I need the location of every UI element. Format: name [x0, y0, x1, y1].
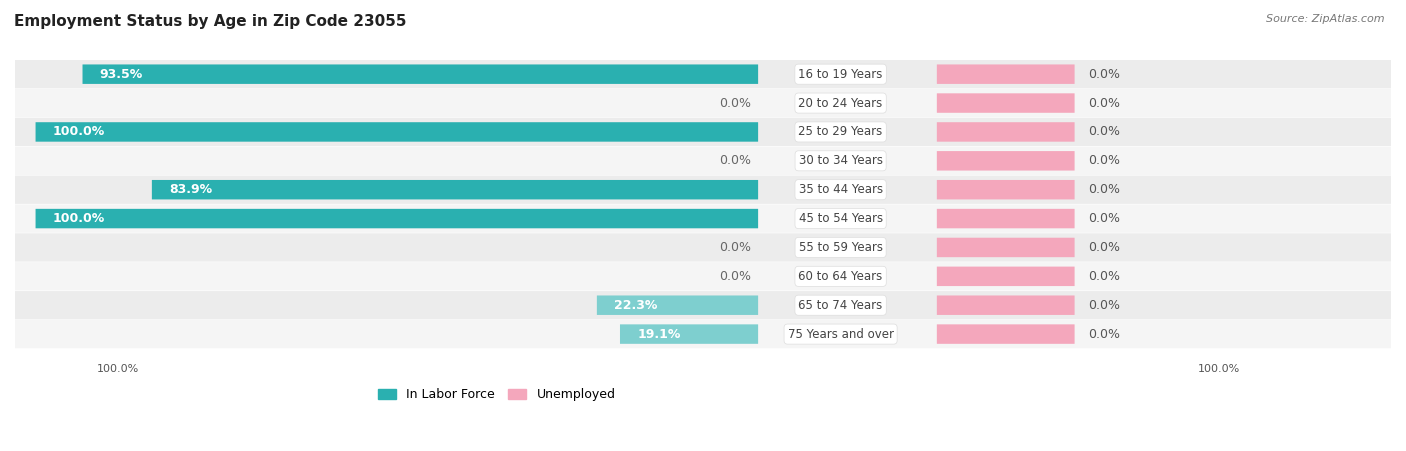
- Text: 22.3%: 22.3%: [614, 299, 658, 312]
- FancyBboxPatch shape: [15, 118, 1406, 146]
- FancyBboxPatch shape: [15, 233, 1406, 262]
- FancyBboxPatch shape: [35, 122, 758, 142]
- FancyBboxPatch shape: [15, 262, 1406, 290]
- Text: 0.0%: 0.0%: [1088, 299, 1121, 312]
- Text: 100.0%: 100.0%: [53, 125, 105, 138]
- Text: 0.0%: 0.0%: [1088, 241, 1121, 254]
- Text: 100.0%: 100.0%: [53, 212, 105, 225]
- Text: 0.0%: 0.0%: [1088, 97, 1121, 110]
- Text: 25 to 29 Years: 25 to 29 Years: [799, 125, 883, 138]
- Text: 60 to 64 Years: 60 to 64 Years: [799, 270, 883, 283]
- FancyBboxPatch shape: [15, 291, 1406, 319]
- Text: 55 to 59 Years: 55 to 59 Years: [799, 241, 883, 254]
- Text: 75 Years and over: 75 Years and over: [787, 327, 894, 341]
- FancyBboxPatch shape: [936, 238, 1074, 257]
- FancyBboxPatch shape: [936, 93, 1074, 113]
- FancyBboxPatch shape: [15, 147, 1406, 175]
- FancyBboxPatch shape: [936, 180, 1074, 199]
- Text: 0.0%: 0.0%: [718, 97, 751, 110]
- FancyBboxPatch shape: [15, 204, 1406, 233]
- Text: 0.0%: 0.0%: [1088, 125, 1121, 138]
- Text: 0.0%: 0.0%: [718, 241, 751, 254]
- Text: 0.0%: 0.0%: [1088, 68, 1121, 81]
- FancyBboxPatch shape: [15, 320, 1406, 348]
- Text: 0.0%: 0.0%: [1088, 183, 1121, 196]
- FancyBboxPatch shape: [15, 89, 1406, 117]
- FancyBboxPatch shape: [15, 175, 1406, 204]
- FancyBboxPatch shape: [936, 151, 1074, 170]
- FancyBboxPatch shape: [35, 209, 758, 228]
- Text: 20 to 24 Years: 20 to 24 Years: [799, 97, 883, 110]
- Text: 19.1%: 19.1%: [637, 327, 681, 341]
- Text: 0.0%: 0.0%: [1088, 154, 1121, 167]
- Text: 45 to 54 Years: 45 to 54 Years: [799, 212, 883, 225]
- Text: 30 to 34 Years: 30 to 34 Years: [799, 154, 883, 167]
- FancyBboxPatch shape: [15, 60, 1406, 88]
- Text: 65 to 74 Years: 65 to 74 Years: [799, 299, 883, 312]
- Text: Source: ZipAtlas.com: Source: ZipAtlas.com: [1267, 14, 1385, 23]
- FancyBboxPatch shape: [936, 64, 1074, 84]
- Text: 35 to 44 Years: 35 to 44 Years: [799, 183, 883, 196]
- Text: Employment Status by Age in Zip Code 23055: Employment Status by Age in Zip Code 230…: [14, 14, 406, 28]
- Text: 0.0%: 0.0%: [1088, 212, 1121, 225]
- FancyBboxPatch shape: [598, 295, 758, 315]
- Text: 0.0%: 0.0%: [1088, 327, 1121, 341]
- FancyBboxPatch shape: [152, 180, 758, 199]
- Text: 0.0%: 0.0%: [718, 154, 751, 167]
- FancyBboxPatch shape: [936, 324, 1074, 344]
- Text: 93.5%: 93.5%: [100, 68, 143, 81]
- Text: 16 to 19 Years: 16 to 19 Years: [799, 68, 883, 81]
- Text: 83.9%: 83.9%: [169, 183, 212, 196]
- Text: 0.0%: 0.0%: [718, 270, 751, 283]
- Legend: In Labor Force, Unemployed: In Labor Force, Unemployed: [373, 383, 620, 406]
- FancyBboxPatch shape: [936, 267, 1074, 286]
- FancyBboxPatch shape: [83, 64, 758, 84]
- FancyBboxPatch shape: [936, 209, 1074, 228]
- FancyBboxPatch shape: [936, 122, 1074, 142]
- FancyBboxPatch shape: [936, 295, 1074, 315]
- FancyBboxPatch shape: [620, 324, 758, 344]
- Text: 0.0%: 0.0%: [1088, 270, 1121, 283]
